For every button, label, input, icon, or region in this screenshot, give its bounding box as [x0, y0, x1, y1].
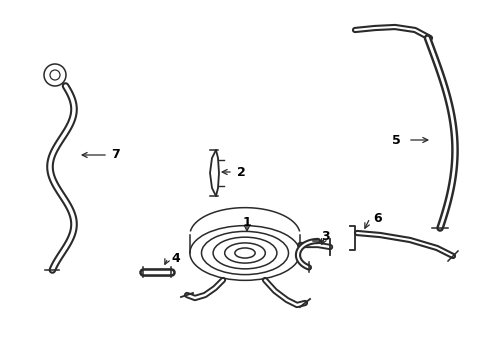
Text: 1: 1 [242, 216, 251, 230]
Text: 5: 5 [391, 134, 400, 147]
Text: 4: 4 [171, 252, 180, 265]
Text: 2: 2 [236, 166, 245, 179]
Text: 6: 6 [373, 211, 382, 225]
Text: 7: 7 [111, 148, 120, 162]
Text: 3: 3 [320, 230, 328, 243]
